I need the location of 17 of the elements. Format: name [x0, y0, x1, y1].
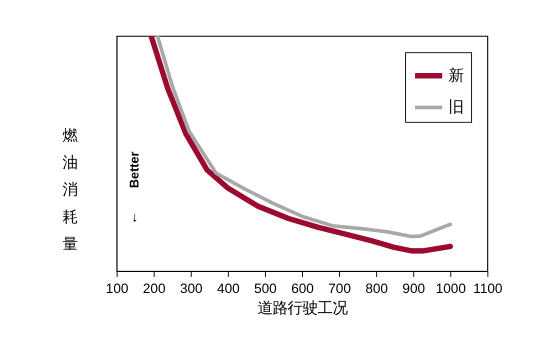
annotation: ↓ — [131, 209, 138, 224]
x-tick-label: 800 — [365, 281, 388, 296]
x-tick-label: 100 — [106, 281, 128, 296]
legend-label: 新 — [448, 67, 464, 84]
x-tick-label: 200 — [142, 281, 166, 296]
x-tick-label: 900 — [402, 281, 426, 296]
x-tick-label: 1000 — [436, 281, 466, 296]
x-tick-label: 700 — [328, 281, 351, 296]
legend-label: 旧 — [448, 98, 464, 116]
x-tick-label: 400 — [217, 281, 240, 296]
x-tick-label: 500 — [254, 281, 277, 296]
x-tick-label: 1100 — [473, 281, 502, 296]
x-axis-title: 道路行驶工况 — [257, 300, 348, 318]
y-axis-title: 燃油消耗量 — [62, 127, 78, 253]
x-tick-label: 600 — [291, 281, 314, 296]
annotation: Better — [127, 151, 142, 188]
x-tick-label: 300 — [180, 281, 203, 296]
